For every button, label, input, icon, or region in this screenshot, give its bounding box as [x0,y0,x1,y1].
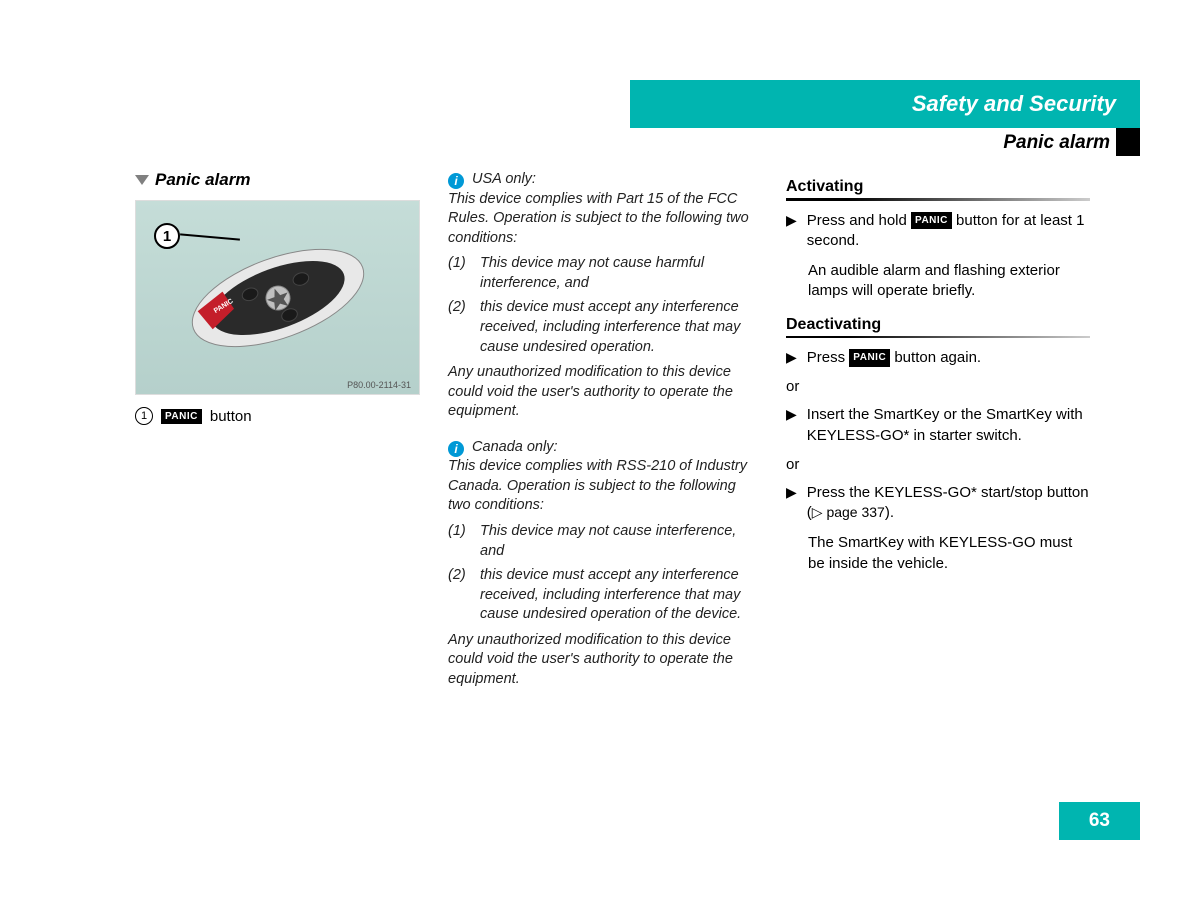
usa-conditions-list: (1)This device may not cause harmful int… [448,254,758,357]
panic-badge: PANIC [161,409,202,424]
section-tab-marker [1116,128,1140,156]
activating-result: An audible alarm and flashing exterior l… [808,261,1090,302]
chapter-title: Safety and Security [912,91,1116,117]
column-1: Panic alarm 1 PANIC P80.00-2114-31 1 PA [135,170,420,706]
canada-info-block: i Canada only: This device complies with… [448,438,758,690]
canada-unauthorized-note: Any unauthorized modification to this de… [448,631,758,690]
deactivating-heading: Deactivating [786,316,1090,334]
usa-heading-line: i USA only: [448,170,758,190]
callout-number-bubble: 1 [154,223,180,249]
callout-number: 1 [163,228,171,245]
canada-conditions-list: (1)This device may not cause interferenc… [448,522,758,625]
column-2: i USA only: This device complies with Pa… [448,170,758,706]
usa-condition-2: (2)this device must accept any interfere… [448,298,758,357]
smartkey-illustration: 1 PANIC P80.00-2114-31 [135,200,420,395]
canada-condition-2: (2)this device must accept any interfere… [448,566,758,625]
step-marker-icon: ▶ [786,405,797,446]
legend-number-icon: 1 [135,407,153,425]
legend-text: button [210,408,252,425]
page-cross-reference: ▷ page 337 [812,504,885,520]
callout-leader-line [180,233,240,240]
deactivating-note: The SmartKey with KEYLESS-GO must be ins… [808,533,1090,574]
image-legend: 1 PANIC button [135,407,420,425]
step-body: Insert the SmartKey or the SmartKey with… [807,405,1090,446]
deactivating-step-2: ▶ Insert the SmartKey or the SmartKey wi… [786,405,1090,446]
section-title-text: Panic alarm [155,170,250,190]
usa-intro: This device complies with Part 15 of the… [448,190,758,249]
canada-condition-1: (1)This device may not cause interferenc… [448,522,758,561]
step-marker-icon: ▶ [786,348,797,368]
step-body: Press PANIC button again. [807,348,1090,368]
step-body: Press and hold PANIC button for at least… [807,211,1090,252]
activating-heading: Activating [786,178,1090,196]
canada-intro: This device complies with RSS-210 of Ind… [448,457,758,516]
info-icon: i [448,173,464,189]
step-body: Press the KEYLESS-GO* start/stop button … [807,483,1090,524]
section-title: Panic alarm [135,170,420,190]
page-number: 63 [1059,802,1140,840]
heading-rule [786,336,1090,339]
step-marker-icon: ▶ [786,483,797,524]
chapter-header-bar: Safety and Security [630,80,1140,128]
or-separator: or [786,456,1090,473]
or-separator: or [786,378,1090,395]
step-marker-icon: ▶ [786,211,797,252]
deactivating-step-1: ▶ Press PANIC button again. [786,348,1090,368]
section-subheader: Panic alarm [1003,132,1110,154]
usa-heading: USA only: [468,171,536,187]
panic-badge: PANIC [911,212,952,230]
triangle-down-icon [135,175,149,185]
canada-heading: Canada only: [468,439,557,455]
column-3: Activating ▶ Press and hold PANIC button… [786,170,1090,706]
usa-info-block: i USA only: This device complies with Pa… [448,170,758,422]
deactivating-step-3: ▶ Press the KEYLESS-GO* start/stop butto… [786,483,1090,524]
canada-heading-line: i Canada only: [448,438,758,458]
page-content: Panic alarm 1 PANIC P80.00-2114-31 1 PA [135,170,1090,706]
heading-rule [786,198,1090,201]
panic-badge: PANIC [849,349,890,367]
activating-step-1: ▶ Press and hold PANIC button for at lea… [786,211,1090,252]
info-icon: i [448,441,464,457]
usa-unauthorized-note: Any unauthorized modification to this de… [448,363,758,422]
smartkey-svg: PANIC [165,212,391,384]
usa-condition-1: (1)This device may not cause harmful int… [448,254,758,293]
image-reference-code: P80.00-2114-31 [347,380,411,390]
